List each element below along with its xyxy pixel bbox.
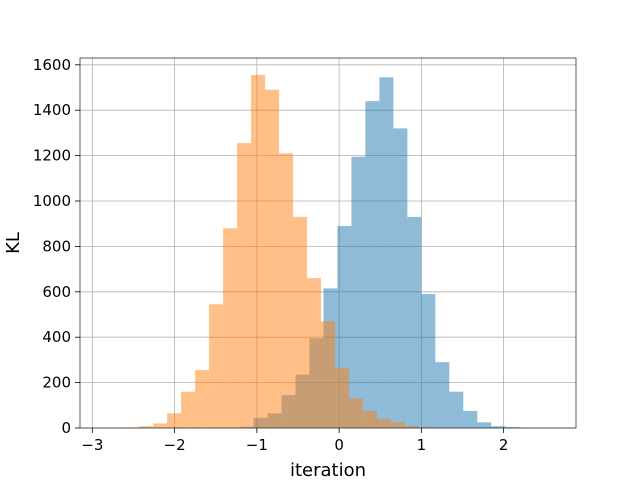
histogram-bar: [251, 75, 266, 428]
histogram-bar: [407, 216, 422, 428]
y-tick-label: 800: [42, 237, 71, 255]
x-tick-label: 0: [334, 436, 344, 454]
histogram-bar: [449, 391, 464, 428]
histogram-bar: [223, 228, 238, 428]
histogram-bar: [139, 426, 154, 428]
histogram-bar: [351, 156, 366, 429]
histogram-bar: [421, 294, 436, 428]
histogram-bar: [463, 410, 478, 428]
x-axis-ticks: −3 −2 −1 0 1 2: [81, 428, 508, 454]
x-axis-label: iteration: [290, 460, 366, 480]
histogram-bar: [153, 423, 168, 428]
y-tick-label: 1000: [33, 192, 71, 210]
x-tick-label: 1: [417, 436, 427, 454]
histogram-bar: [491, 426, 506, 428]
y-tick-label: 1600: [33, 56, 71, 74]
histogram-bar: [307, 278, 322, 428]
histogram-bar: [505, 427, 520, 428]
y-tick-label: 200: [42, 374, 71, 392]
histogram-bar: [279, 153, 294, 429]
histogram-bar: [181, 391, 196, 428]
histogram-bar: [404, 426, 419, 428]
x-tick-label: −1: [246, 436, 268, 454]
histogram-bar: [362, 410, 377, 428]
histogram-bar: [209, 304, 224, 428]
histogram-series-2: [125, 75, 433, 429]
histogram-bar: [365, 101, 380, 428]
y-axis-label: KL: [3, 232, 24, 254]
y-tick-label: 400: [42, 328, 71, 346]
histogram-bar: [379, 77, 394, 428]
histogram-bar: [321, 321, 335, 428]
histogram-bar: [167, 413, 182, 428]
x-tick-label: −3: [81, 436, 103, 454]
histogram-bars: [125, 75, 534, 429]
plot-frame: [79, 57, 577, 429]
histogram-bar: [393, 128, 408, 428]
y-tick-label: 0: [61, 419, 71, 437]
histogram-bar: [376, 418, 391, 428]
histogram-bar: [195, 370, 210, 428]
y-axis-ticks: 0 200 400 600 800 1000 1200 1400 1600: [33, 56, 80, 437]
y-tick-label: 1200: [33, 147, 71, 165]
histogram-bar: [390, 422, 405, 428]
y-tick-label: 600: [42, 283, 71, 301]
histogram-bar: [334, 367, 349, 428]
histogram-bar: [293, 216, 308, 428]
x-tick-label: 2: [499, 436, 509, 454]
histogram-bar: [435, 362, 450, 428]
histogram-bar: [265, 89, 280, 428]
histogram-bar: [237, 143, 252, 429]
histogram-bar: [477, 422, 492, 428]
x-tick-label: −2: [164, 436, 186, 454]
histogram-bar: [348, 398, 363, 428]
y-tick-label: 1400: [33, 101, 71, 119]
